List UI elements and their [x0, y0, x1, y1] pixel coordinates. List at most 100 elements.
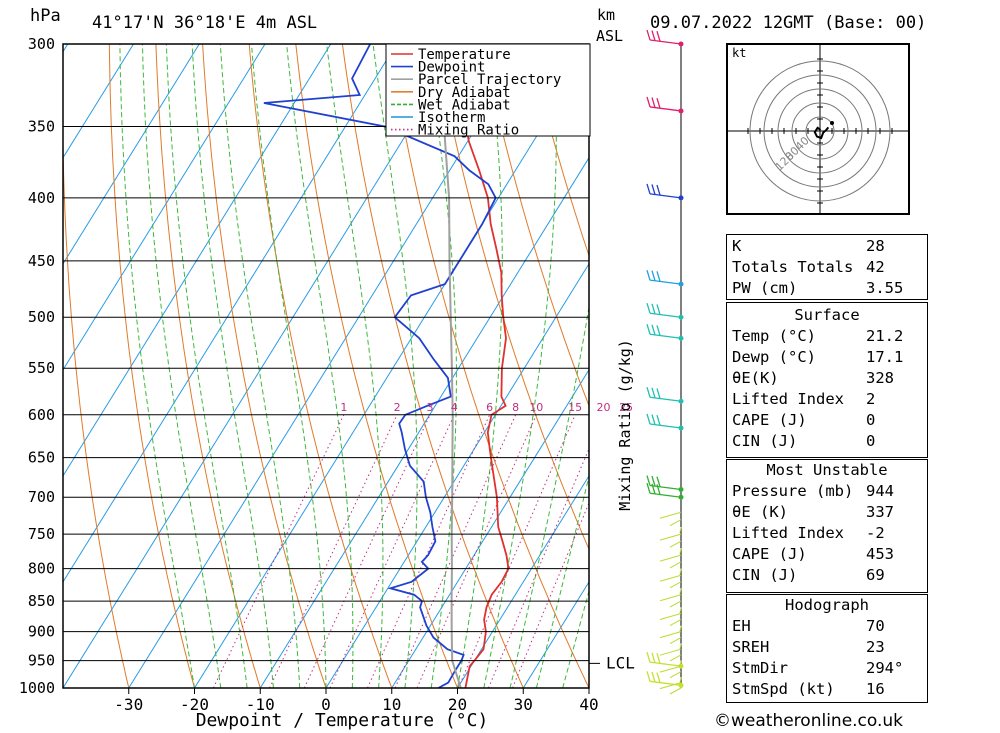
wind-barb-feather [656, 31, 661, 42]
wind-barb-feather [656, 672, 661, 683]
wind-barb-feather [656, 97, 661, 109]
pressure-tick-label: 300 [28, 35, 55, 53]
wet-adiabat-line [457, 44, 503, 688]
hodograph-ring [777, 88, 863, 174]
wind-barb-shaft [649, 39, 682, 45]
isotherm-line [0, 44, 2, 688]
wind-barb-feather [656, 653, 661, 664]
hodo-value: 294° [866, 659, 904, 677]
pressure-tick-label: 350 [28, 117, 55, 135]
hodograph-ring [763, 74, 877, 188]
km-axis-title: km [597, 6, 616, 24]
hodograph-panel: kt 40 80 120 [726, 43, 910, 215]
hodograph-stats-title: Hodograph [785, 596, 869, 614]
run-datetime: 09.07.2022 12GMT (Base: 00) [650, 13, 927, 33]
isotherm-line [63, 44, 397, 583]
wind-barb-shaft [679, 548, 682, 555]
hodo-row: StmDir 294° [728, 658, 926, 679]
hodograph-stats-table: Hodograph EH 70 SREH 23 StmDir 294° StmSpd … [728, 595, 926, 700]
isotherm-line [63, 44, 134, 159]
mu-row: CAPE (J) 453 [728, 544, 926, 565]
hodo-label: SREH [732, 638, 770, 656]
wind-barb-shaft [649, 423, 682, 429]
surface-row: CIN (J) 0 [728, 431, 926, 452]
index-value: 42 [866, 258, 885, 276]
surface-title: Surface [794, 306, 860, 324]
mixing-ratio-label: 3 [427, 401, 434, 414]
isotherm-line [63, 44, 200, 265]
surface-box [726, 302, 928, 458]
dry-adiabat-line [528, 44, 589, 258]
index-label: K [732, 237, 742, 255]
hodograph-units: kt [732, 46, 747, 60]
legend-box [385, 43, 591, 137]
temp-tick-label: 0 [321, 695, 331, 714]
wind-barb-feather [646, 475, 651, 486]
wind-barb-feather [656, 184, 661, 196]
wind-barb-feather [646, 387, 651, 398]
asl-axis-title: ASL [596, 27, 624, 45]
wind-barb-feather [651, 475, 656, 487]
wind-barb-shaft [679, 607, 682, 614]
most-unstable-box [726, 459, 928, 593]
dry-adiabat-line [108, 44, 195, 688]
index-value: 28 [866, 237, 885, 255]
wind-barb-shaft [669, 619, 682, 627]
site-credit-link[interactable]: ©weatheronline.co.uk [714, 711, 904, 731]
wind-barb-feather [646, 324, 651, 335]
surface-row: Temp (°C) 21.2 [728, 326, 926, 347]
isotherm-line [63, 44, 266, 371]
mixing-ratio-label: 4 [451, 401, 458, 414]
isotherm-line [391, 368, 589, 688]
wind-barb-feather [656, 325, 661, 336]
mu-row: Lifted Index -2 [728, 523, 926, 544]
isotherm-line [194, 50, 589, 688]
legend-label: Mixing Ratio [418, 123, 519, 139]
wind-barb-feather [646, 29, 651, 41]
hodo-row: StmSpd (kt) 16 [728, 679, 926, 700]
mixing-ratio-line [394, 414, 517, 688]
wind-barb-feather [651, 483, 656, 495]
wind-barb-shaft [659, 533, 682, 541]
hpa-axis-title: hPa [30, 6, 61, 26]
mixing-ratio-label: 1 [340, 401, 347, 414]
hodo-value: 70 [866, 617, 885, 635]
wind-barb-shaft [659, 511, 682, 519]
surface-label: CIN (J) [732, 432, 798, 450]
wind-barb-feather [651, 671, 656, 683]
plot-frame [62, 43, 590, 689]
mu-row: Pressure (mb) 944 [728, 481, 926, 502]
mixing-ratio-line [212, 414, 345, 688]
wind-barb-feather [646, 671, 651, 682]
storm-motion-dot [830, 121, 834, 125]
surface-label: Temp (°C) [732, 327, 816, 345]
series-temperature-line [454, 44, 510, 688]
wind-barb-feather [646, 651, 651, 663]
index-label: Totals Totals [732, 258, 854, 276]
wind-barb-feather [651, 652, 656, 663]
wind-barb-feather [656, 304, 661, 315]
hodograph-ring [749, 60, 891, 202]
hodo-row: EH 70 [728, 616, 926, 637]
hodo-value: 23 [866, 638, 885, 656]
wind-barb-shaft [669, 654, 682, 662]
wind-barb-feather [646, 483, 651, 494]
mixing-ratio-label: 6 [486, 401, 493, 414]
wind-barb-shaft [679, 677, 682, 684]
wet-adiabat-line [372, 44, 418, 688]
legend-label: Temperature [418, 47, 511, 63]
wind-barb-shaft [649, 661, 682, 667]
mu-label: CIN (J) [732, 566, 798, 584]
wind-barb-feather [651, 303, 656, 315]
pressure-tick-label: 500 [28, 308, 55, 326]
surface-value: 328 [866, 369, 894, 387]
hodograph-stats-box [726, 594, 928, 703]
wind-barb-shaft [659, 682, 682, 690]
legend-label: Dewpoint [418, 60, 485, 76]
mu-value: 944 [866, 482, 894, 500]
wind-barb-shaft [669, 600, 682, 608]
wet-adiabat-line [426, 44, 457, 688]
